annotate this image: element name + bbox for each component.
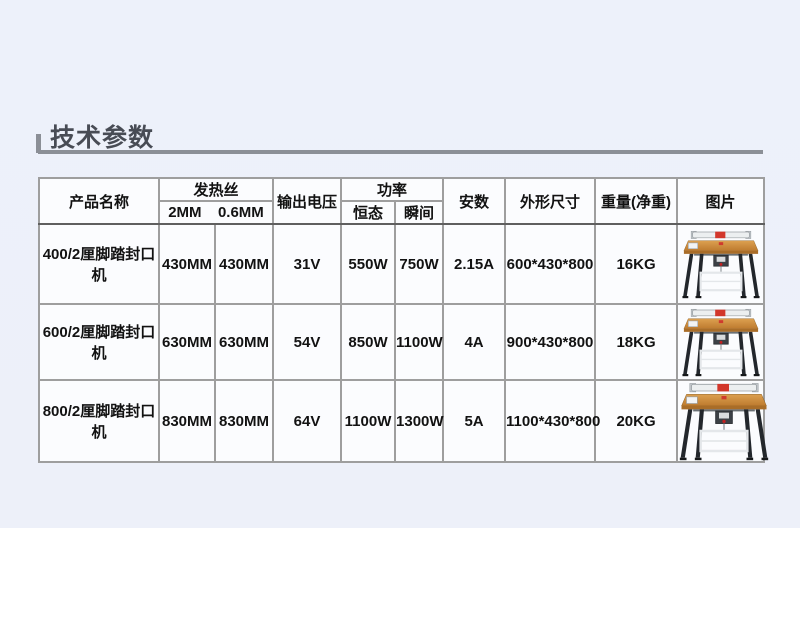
power-steady-cell: 850W: [340, 303, 397, 381]
col-header-power: 功率: [340, 177, 445, 202]
col-subheader-power-instant: 瞬间: [394, 200, 445, 225]
col-subheader-wire-06mm: 0.6MM: [217, 204, 264, 221]
dimensions-cell: 600*430*800: [504, 223, 597, 305]
wire-2mm-cell: 430MM: [158, 223, 216, 305]
section-header: 技术参数: [36, 118, 764, 158]
product-picture-cell: [676, 379, 764, 463]
wire-06mm-cell: 630MM: [213, 303, 275, 381]
col-header-heating-wire: 发热丝: [157, 177, 275, 202]
dimensions-cell: 1100*430*800: [504, 379, 600, 463]
weight-cell: 20KG: [594, 379, 679, 463]
power-steady-cell: 550W: [340, 223, 397, 305]
dimensions-cell: 900*430*800: [504, 303, 597, 381]
weight-cell: 18KG: [594, 303, 679, 381]
col-subheader-wire-2mm: 2MM: [168, 204, 202, 221]
title-underline: [38, 150, 763, 154]
weight-cell: 16KG: [594, 223, 679, 305]
product-name-cell: 800/2厘脚踏封口机: [38, 379, 160, 463]
power-steady-cell: 1100W: [340, 379, 397, 463]
title-accent-bar: [36, 134, 41, 153]
col-header-weight: 重量(净重): [594, 177, 679, 225]
amperage-cell: 2.15A: [442, 223, 507, 305]
sealing-machine-image: [681, 307, 761, 377]
col-subheader-power-steady: 恒态: [340, 200, 397, 225]
power-instant-cell: 1300W: [394, 379, 445, 463]
wire-2mm-cell: 830MM: [158, 379, 216, 463]
product-picture-cell: [676, 223, 766, 305]
voltage-cell: 64V: [272, 379, 343, 463]
sealing-machine-image: [681, 229, 761, 299]
product-name-cell: 400/2厘脚踏封口机: [38, 223, 160, 305]
col-header-picture: 图片: [676, 177, 766, 225]
voltage-cell: 31V: [272, 223, 343, 305]
page-title: 技术参数: [50, 124, 155, 152]
col-header-product-name: 产品名称: [38, 177, 160, 225]
sealing-machine-image: [678, 381, 770, 461]
table-row: 800/2厘脚踏封口机 830MM 830MM 64V 1100W 1300W …: [38, 379, 764, 463]
power-instant-cell: 750W: [394, 223, 445, 305]
voltage-cell: 54V: [272, 303, 343, 381]
col-header-output-voltage: 输出电压: [272, 177, 343, 225]
table-row: 600/2厘脚踏封口机 630MM 630MM 54V 850W 1100W 4…: [38, 303, 766, 381]
spec-table: 产品名称 发热丝 输出电压 功率 安数 外形尺寸 重量(净重) 图片 2MM 0…: [38, 177, 765, 463]
power-instant-cell: 1100W: [394, 303, 445, 381]
product-picture-cell: [676, 303, 766, 381]
col-header-amperage: 安数: [442, 177, 507, 225]
product-name-cell: 600/2厘脚踏封口机: [38, 303, 160, 381]
wire-2mm-cell: 630MM: [158, 303, 216, 381]
wire-06mm-cell: 430MM: [213, 223, 275, 305]
amperage-cell: 5A: [442, 379, 507, 463]
col-subheader-wire-sizes: 2MM 0.6MM: [157, 200, 275, 225]
wire-06mm-cell: 830MM: [213, 379, 275, 463]
col-header-dimensions: 外形尺寸: [504, 177, 597, 225]
table-row: 400/2厘脚踏封口机 430MM 430MM 31V 550W 750W 2.…: [38, 223, 766, 305]
amperage-cell: 4A: [442, 303, 507, 381]
